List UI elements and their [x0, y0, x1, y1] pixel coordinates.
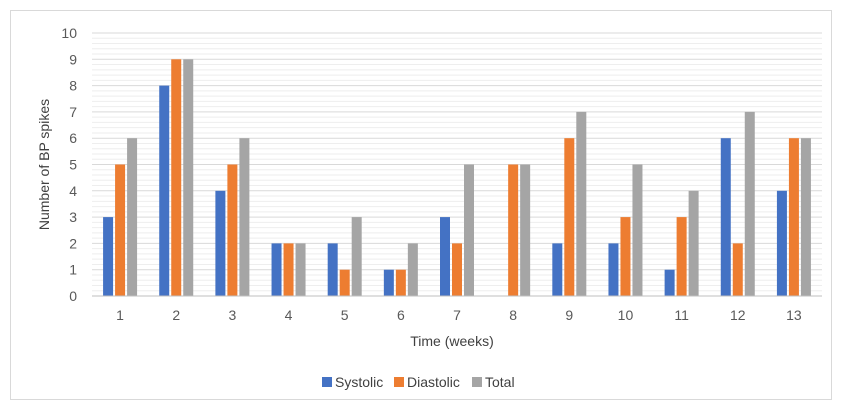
bar-diastolic-week-13 [788, 138, 799, 296]
bar-diastolic-week-2 [171, 59, 182, 296]
bar-total-week-7 [464, 164, 474, 296]
x-tick-label: 8 [509, 307, 517, 323]
bar-systolic-week-3 [215, 190, 226, 296]
x-tick-label: 12 [730, 307, 746, 323]
x-tick-label: 9 [565, 307, 573, 323]
x-axis-ticks: 1 2 3 4 5 6 7 8 9 10 11 12 13 [116, 307, 802, 323]
bar-diastolic-week-12 [732, 243, 743, 296]
y-tick-label: 10 [61, 25, 77, 41]
bar-systolic-week-12 [720, 138, 731, 296]
legend-label-systolic: Systolic [335, 374, 383, 390]
bar-diastolic-week-9 [564, 138, 575, 296]
bar-diastolic-week-6 [395, 269, 406, 296]
x-tick-label: 13 [786, 307, 802, 323]
bar-diastolic-week-1 [115, 164, 126, 296]
y-tick-label: 4 [69, 183, 77, 199]
legend: Systolic Diastolic Total [322, 374, 515, 390]
bar-diastolic-week-8 [508, 164, 519, 296]
bar-systolic-week-1 [103, 217, 114, 296]
bar-systolic-week-4 [271, 243, 282, 296]
y-tick-label: 1 [69, 262, 77, 278]
legend-label-total: Total [485, 374, 515, 390]
y-axis-title: Number of BP spikes [36, 99, 52, 230]
bar-total-week-6 [407, 243, 418, 296]
bar-diastolic-week-10 [620, 217, 631, 296]
legend-label-diastolic: Diastolic [407, 374, 460, 390]
y-tick-label: 2 [69, 235, 77, 251]
bars [103, 59, 811, 297]
x-tick-label: 11 [674, 307, 689, 323]
bar-systolic-week-13 [776, 190, 787, 296]
bar-total-week-1 [127, 138, 138, 296]
bar-total-week-13 [800, 138, 811, 296]
bar-total-week-8 [520, 164, 531, 296]
y-tick-label: 0 [69, 288, 77, 304]
x-tick-label: 4 [285, 307, 293, 323]
x-axis-title: Time (weeks) [410, 333, 494, 349]
bar-diastolic-week-11 [676, 217, 687, 296]
x-tick-label: 3 [228, 307, 236, 323]
bar-diastolic-week-7 [452, 243, 462, 296]
x-tick-label: 6 [397, 307, 405, 323]
bar-total-week-11 [688, 190, 699, 296]
bar-systolic-week-6 [383, 269, 394, 296]
x-tick-label: 10 [618, 307, 634, 323]
x-tick-label: 5 [341, 307, 349, 323]
bar-total-week-10 [632, 164, 643, 296]
bar-systolic-week-9 [552, 243, 563, 296]
bar-diastolic-week-3 [227, 164, 238, 296]
bar-systolic-week-10 [608, 243, 619, 296]
y-axis-ticks: 0 1 2 3 4 5 6 7 8 9 10 [61, 25, 77, 304]
y-tick-label: 3 [69, 209, 77, 225]
x-tick-label: 2 [172, 307, 180, 323]
bar-systolic-week-2 [159, 85, 170, 296]
bar-total-week-4 [295, 243, 306, 296]
bar-total-week-5 [351, 217, 362, 296]
bar-systolic-week-11 [664, 269, 675, 296]
bar-systolic-week-7 [440, 217, 450, 296]
x-tick-label: 7 [453, 307, 461, 323]
y-tick-label: 7 [69, 104, 77, 120]
legend-swatch-total [472, 377, 482, 387]
x-tick-label: 1 [116, 307, 124, 323]
bar-systolic-week-5 [327, 243, 338, 296]
bar-total-week-9 [576, 111, 587, 297]
y-tick-label: 9 [69, 51, 77, 67]
bar-total-week-3 [239, 138, 250, 296]
legend-swatch-systolic [322, 377, 332, 387]
y-tick-label: 8 [69, 78, 77, 94]
bar-total-week-2 [183, 59, 194, 296]
legend-swatch-diastolic [394, 377, 404, 387]
bar-total-week-12 [744, 111, 755, 297]
y-tick-label: 6 [69, 130, 77, 146]
bar-diastolic-week-5 [339, 269, 350, 296]
bar-diastolic-week-4 [283, 243, 294, 296]
y-tick-label: 5 [69, 157, 77, 173]
